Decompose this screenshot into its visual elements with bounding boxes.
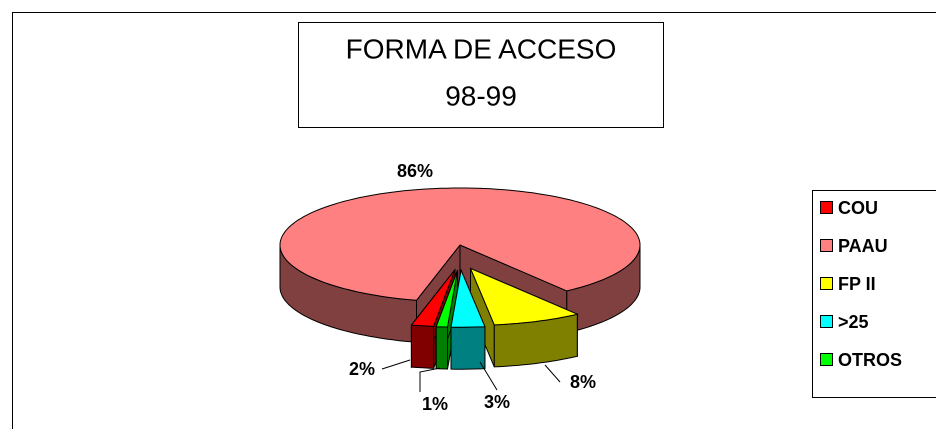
slice bbox=[279, 187, 641, 301]
leader-line bbox=[544, 364, 561, 383]
legend-swatch bbox=[820, 353, 833, 366]
data-label: 8% bbox=[570, 372, 596, 392]
legend-label: >25 bbox=[838, 312, 869, 332]
leader-line bbox=[479, 361, 498, 391]
chart-subtitle: 98-99 bbox=[445, 80, 517, 111]
legend-label: OTROS bbox=[838, 350, 902, 370]
title-box bbox=[298, 22, 664, 128]
legend-box bbox=[812, 190, 936, 398]
data-label: 86% bbox=[397, 161, 433, 181]
legend-label: PAAU bbox=[838, 236, 888, 256]
slice bbox=[435, 269, 459, 328]
leader-line bbox=[381, 359, 411, 370]
data-label: 1% bbox=[422, 394, 448, 414]
data-label: 3% bbox=[484, 392, 510, 412]
legend-swatch bbox=[820, 277, 833, 290]
legend-swatch bbox=[820, 201, 833, 214]
legend-swatch bbox=[820, 315, 833, 328]
slice-wall bbox=[435, 326, 448, 370]
legend-label: COU bbox=[838, 198, 878, 218]
leader-line bbox=[419, 367, 441, 392]
slice-wall bbox=[410, 324, 435, 369]
slice-wall bbox=[450, 326, 486, 370]
legend-swatch bbox=[820, 239, 833, 252]
slice bbox=[450, 268, 486, 328]
data-label: 2% bbox=[349, 359, 375, 379]
legend-label: FP II bbox=[838, 274, 876, 294]
slice bbox=[410, 269, 456, 327]
slice bbox=[469, 267, 579, 326]
chart-title: FORMA DE ACCESO bbox=[346, 33, 617, 64]
